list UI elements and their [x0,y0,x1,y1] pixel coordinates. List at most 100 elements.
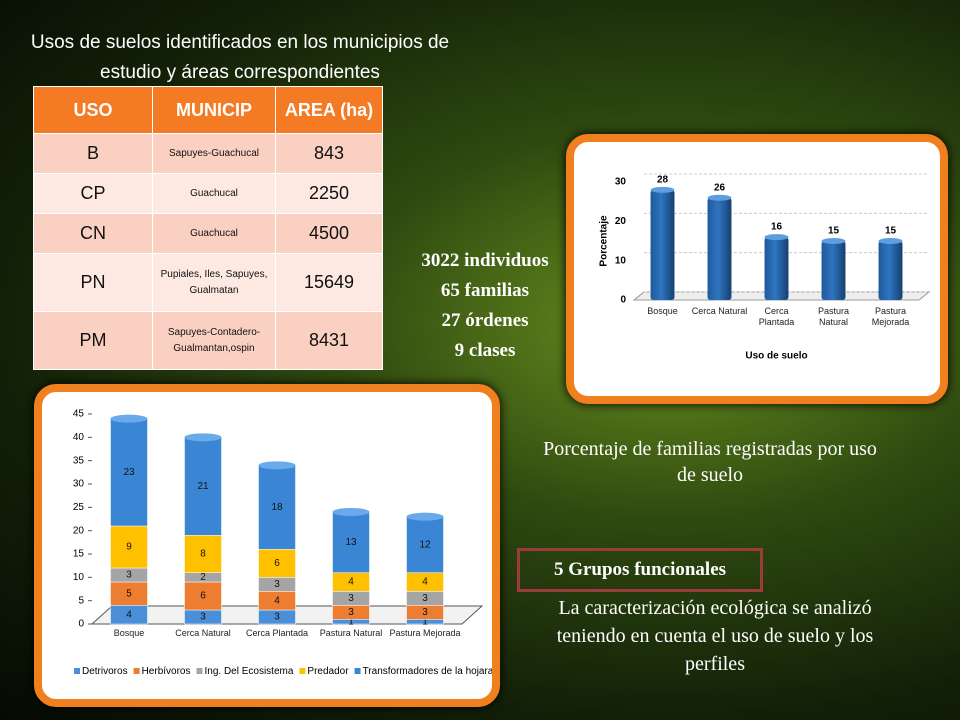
value-label: 4 [348,577,354,588]
legend-swatch [354,668,361,674]
value-label: 3 [348,607,354,618]
value-label: 3 [274,612,280,623]
legend-label: Detrivoros [82,666,128,677]
cell: 2250 [275,173,383,214]
x-label-box: Pastura Natural [818,306,849,327]
x-label-box: Cerca Natural [691,306,748,316]
value-label: 28 [657,175,669,186]
bar-top [406,512,444,521]
y-tick-label: 35 [73,455,85,466]
value-label: 6 [274,558,280,569]
bar-segment [184,535,222,573]
legend-label: Predador [307,666,349,677]
bar-chart: 0 10 20 30 Porcentaje Uso de suelo 28 Bosque 26 C… [599,173,931,362]
x-label-box: Pastura Mejorada [872,306,910,327]
caption: Porcentaje de familias registradas por u… [543,438,877,486]
x-tick-label: Pastura Mejorada [389,628,461,638]
value-label: 3 [274,579,280,590]
x-tick-label: Cerca Natural [175,628,231,638]
stat: 27 órdenes [441,310,529,331]
title: Usos de suelos identificados en los muni… [30,32,450,83]
row: CP Guachucal 2250 [33,173,383,214]
header-cell: USO [33,86,153,134]
legend-label: Ing. Del Ecosistema [204,666,293,677]
value-label: 18 [271,502,283,513]
y-tick-label: 5 [78,595,84,606]
cell: CN [33,213,153,254]
bar-segment [184,581,222,611]
bar-top [332,508,370,516]
y-tick-label: 20 [615,216,627,227]
header-row: USO MUNICIP AREA (ha) [33,86,383,134]
x-label-box: Cerca Plantada [758,306,795,327]
bar-top [764,234,789,241]
value-label: 21 [197,481,209,492]
value-label: 12 [419,539,431,550]
legend-swatch [74,668,80,674]
value-label: 1 [422,616,428,627]
legend-label: Herbívoros [142,666,191,677]
value-label: 16 [771,222,783,233]
cell: Guachucal [152,173,276,214]
x-label-box: Cerca Plantada [245,628,309,638]
legend-swatch [299,668,306,674]
bar-segment [332,511,370,573]
y-tick-label: 45 [73,409,85,420]
y-tick-label: 15 [73,549,85,560]
x-label-box: Pastura Mejorada [389,628,461,638]
value-label: 4 [422,577,428,588]
stat: 9 clases [454,340,516,361]
row: B Sapuyes-Guachucal 843 [33,133,383,174]
x-tick-label: Cerca Plantada [245,628,309,638]
y-tick-label: 10 [615,255,627,266]
x-tick-label: Cerca Plantada [758,306,795,327]
value-label: 15 [885,226,897,237]
cell: PM [33,311,153,370]
cell: B [33,133,153,174]
value-label: 15 [828,226,840,237]
stacked-chart: 051015202530354045453923Bosque362821Cerc… [73,409,492,678]
value-label: 3 [348,593,354,604]
bar-segment [258,549,296,578]
cell: 15649 [275,253,383,312]
bar-top [878,238,903,244]
value-label: 3 [126,570,132,581]
bar-segment [110,525,148,569]
y-tick-label: 30 [73,479,85,490]
bar [707,197,732,300]
stat: 3022 individuos [421,250,549,271]
y-tick-label: 25 [73,502,85,513]
stacked-chart-box: 0 5 10 15 20 25 30 35 40 45 4 5 3 9 23 Bosque 3 6 2 8 21 Cerc… [34,384,500,707]
cell: Sapuyes-Guachucal [152,133,276,174]
legend-label: Transformadores de la hojarasca [363,666,492,677]
row: CN Guachucal 4500 [33,213,383,254]
bar-top [184,433,222,442]
value-label: 3 [422,593,428,604]
value-label: 3 [200,612,206,623]
bar-chart-box: 0 10 20 30 Porcentaje Uso de suelo 28 Bosque 26 C… [566,134,948,404]
value-label: 4 [274,595,280,606]
x-tick-label: Bosque [113,628,145,638]
x-label-box: Bosque [647,306,678,316]
value-label: 9 [126,542,132,553]
x-tick-label: Bosque [647,306,678,316]
description: La caracterización ecológica se analizó … [556,597,874,675]
x-tick-label: Cerca Natural [691,306,748,316]
row: PN Pupiales, Iles, Sapuyes, Gualmatan 1564… [33,253,383,312]
value-label: 26 [714,182,726,193]
cell: Sapuyes-Contadero-Gualmantan,ospin [152,311,276,370]
cell: Pupiales, Iles, Sapuyes, Gualmatan [152,253,276,312]
cell: 843 [275,133,383,174]
value-label: 3 [422,607,428,618]
x-axis-title: Uso de suelo [745,351,807,362]
value-label: 6 [200,591,206,602]
bar [650,189,675,300]
table: USO MUNICIP AREA (ha) B Sapuyes-Guachucal 843… [33,86,383,370]
value-label: 2 [200,572,206,583]
y-tick-label: 0 [620,295,626,306]
legend-swatch [133,668,140,674]
value-label: 4 [126,609,132,620]
bar [764,237,789,300]
value-label: 8 [200,549,206,560]
